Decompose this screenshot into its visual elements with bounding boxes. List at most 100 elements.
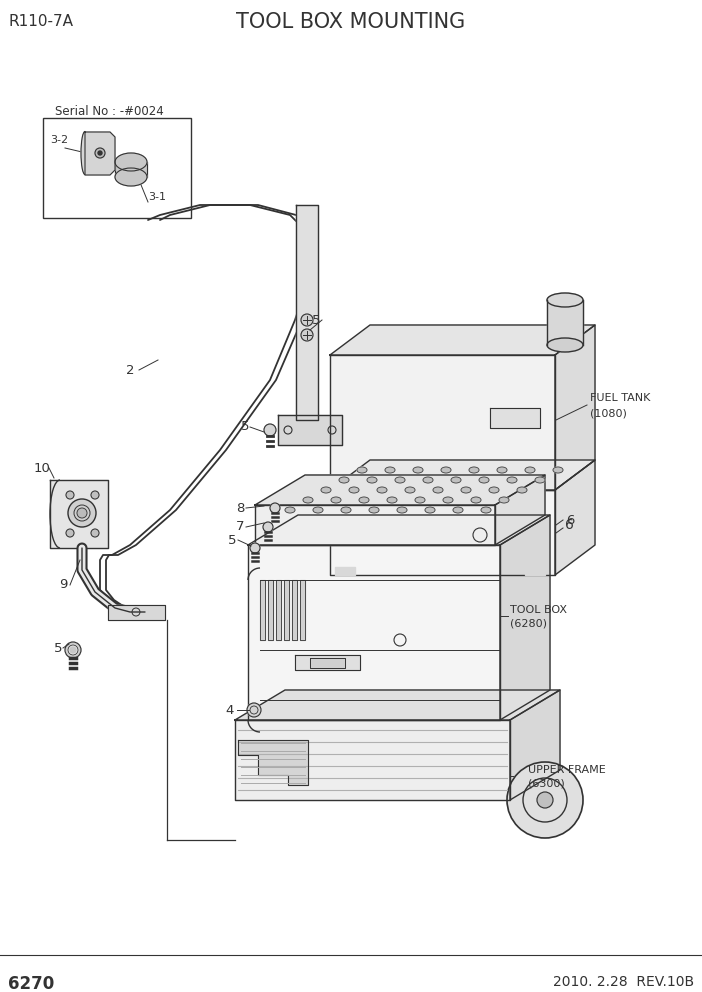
Ellipse shape <box>415 497 425 503</box>
Ellipse shape <box>481 507 491 513</box>
Circle shape <box>507 762 583 838</box>
Text: 7: 7 <box>236 521 244 534</box>
Polygon shape <box>295 655 360 670</box>
Text: 10: 10 <box>34 461 51 474</box>
Ellipse shape <box>517 487 527 493</box>
Polygon shape <box>255 505 495 545</box>
Polygon shape <box>495 475 545 545</box>
Text: 6: 6 <box>565 518 574 532</box>
Text: 5: 5 <box>312 313 320 326</box>
Circle shape <box>247 703 261 717</box>
Polygon shape <box>268 580 273 640</box>
Text: FUEL TANK: FUEL TANK <box>590 393 650 403</box>
Text: 2010. 2.28  REV.10B: 2010. 2.28 REV.10B <box>553 975 694 989</box>
Ellipse shape <box>433 487 443 493</box>
Circle shape <box>68 645 78 655</box>
Text: 4: 4 <box>226 703 234 716</box>
Polygon shape <box>330 490 555 575</box>
Polygon shape <box>330 355 555 490</box>
Polygon shape <box>276 580 281 640</box>
Ellipse shape <box>535 477 545 483</box>
Ellipse shape <box>471 497 481 503</box>
Ellipse shape <box>367 477 377 483</box>
Ellipse shape <box>359 497 369 503</box>
Circle shape <box>68 499 96 527</box>
Polygon shape <box>238 740 308 785</box>
Text: 5: 5 <box>241 421 249 434</box>
Circle shape <box>70 647 76 653</box>
Text: TOOL BOX MOUNTING: TOOL BOX MOUNTING <box>237 12 465 32</box>
Circle shape <box>270 503 280 513</box>
Ellipse shape <box>369 507 379 513</box>
Ellipse shape <box>339 477 349 483</box>
Text: 5: 5 <box>54 642 62 655</box>
Circle shape <box>263 522 273 532</box>
Circle shape <box>301 329 313 341</box>
Text: 6270: 6270 <box>8 975 54 992</box>
Polygon shape <box>310 658 345 668</box>
Ellipse shape <box>499 497 509 503</box>
Polygon shape <box>108 605 165 620</box>
Polygon shape <box>330 325 595 355</box>
Ellipse shape <box>385 467 395 473</box>
Circle shape <box>98 151 102 155</box>
Ellipse shape <box>81 132 89 175</box>
Polygon shape <box>248 545 500 720</box>
Polygon shape <box>490 408 540 428</box>
Text: 2: 2 <box>126 363 134 377</box>
Polygon shape <box>335 567 355 575</box>
Polygon shape <box>555 325 595 490</box>
Circle shape <box>537 792 553 808</box>
Polygon shape <box>235 690 560 720</box>
Ellipse shape <box>547 338 583 352</box>
Ellipse shape <box>525 467 535 473</box>
Ellipse shape <box>443 497 453 503</box>
Text: 3-1: 3-1 <box>148 192 166 202</box>
Ellipse shape <box>357 467 367 473</box>
Polygon shape <box>555 460 595 575</box>
Polygon shape <box>300 580 305 640</box>
Text: UPPER FRAME: UPPER FRAME <box>528 765 606 775</box>
Ellipse shape <box>461 487 471 493</box>
Circle shape <box>91 491 99 499</box>
Text: TOOL BOX: TOOL BOX <box>510 605 567 615</box>
Polygon shape <box>235 720 510 800</box>
Polygon shape <box>292 580 297 640</box>
Ellipse shape <box>497 467 507 473</box>
Ellipse shape <box>413 467 423 473</box>
Ellipse shape <box>397 507 407 513</box>
Ellipse shape <box>547 293 583 307</box>
Circle shape <box>301 314 313 326</box>
Polygon shape <box>50 480 108 548</box>
Bar <box>43 118 191 218</box>
Polygon shape <box>525 567 545 575</box>
Polygon shape <box>510 690 560 800</box>
Circle shape <box>66 529 74 537</box>
Ellipse shape <box>453 507 463 513</box>
Ellipse shape <box>425 507 435 513</box>
Text: (6280): (6280) <box>510 618 547 628</box>
Circle shape <box>95 148 105 158</box>
Ellipse shape <box>395 477 405 483</box>
Text: Serial No : -#0024: Serial No : -#0024 <box>55 105 164 118</box>
Circle shape <box>91 529 99 537</box>
Polygon shape <box>260 580 265 640</box>
Polygon shape <box>500 515 550 720</box>
Ellipse shape <box>553 467 563 473</box>
Text: 3-2: 3-2 <box>50 135 68 145</box>
Ellipse shape <box>115 168 147 186</box>
Text: 5: 5 <box>227 534 237 547</box>
Ellipse shape <box>507 477 517 483</box>
Ellipse shape <box>313 507 323 513</box>
Text: (1080): (1080) <box>590 408 627 418</box>
Text: 8: 8 <box>236 502 244 515</box>
Polygon shape <box>115 162 147 177</box>
Circle shape <box>250 543 260 553</box>
Ellipse shape <box>377 487 387 493</box>
Circle shape <box>264 424 276 436</box>
Text: R110-7A: R110-7A <box>8 14 73 29</box>
Ellipse shape <box>115 153 147 171</box>
Text: 9: 9 <box>59 578 67 591</box>
Polygon shape <box>255 475 545 505</box>
Polygon shape <box>284 580 289 640</box>
